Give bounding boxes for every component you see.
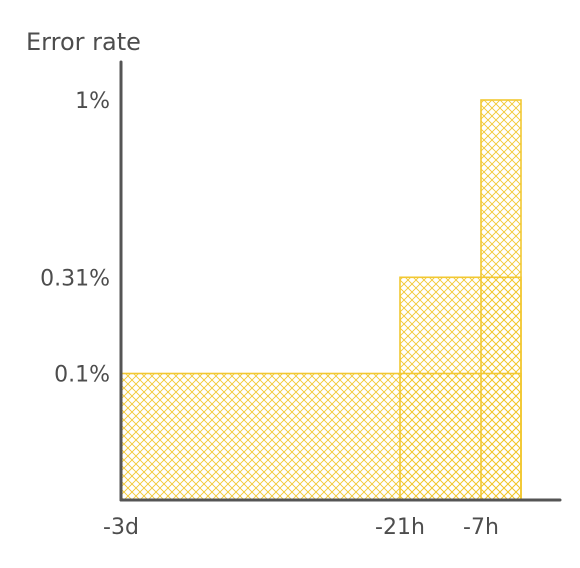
x-tick-labels: -3d -21h -7h [103, 515, 499, 540]
bars-group [120, 99, 522, 501]
y-tick-label-0: 0.1% [54, 363, 110, 388]
y-tick-label-2: 1% [75, 89, 110, 114]
y-tick-labels: 0.1% 0.31% 1% [40, 89, 110, 388]
x-tick-label-1: -21h [375, 515, 425, 540]
y-tick-label-1: 0.31% [40, 266, 110, 291]
y-axis-title: Error rate [26, 28, 141, 56]
bar-2 [480, 99, 522, 501]
x-tick-label-2: -7h [463, 515, 499, 540]
x-tick-label-0: -3d [103, 515, 139, 540]
